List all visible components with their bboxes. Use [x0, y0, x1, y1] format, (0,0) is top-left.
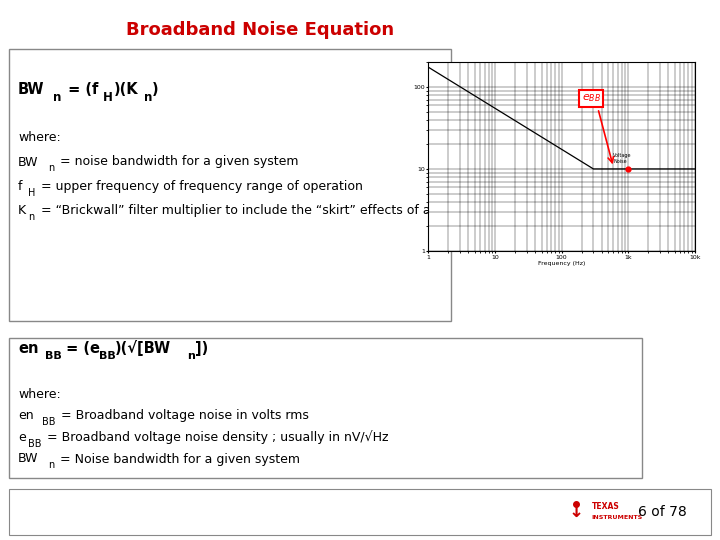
- Text: BB: BB: [28, 439, 42, 449]
- Text: BB: BB: [42, 417, 55, 427]
- Text: = noise bandwidth for a given system: = noise bandwidth for a given system: [56, 156, 299, 168]
- Text: = Broadband voltage noise density ; usually in nV/√Hz: = Broadband voltage noise density ; usua…: [43, 430, 389, 444]
- Text: BW: BW: [18, 453, 38, 465]
- Text: = “Brickwall” filter multiplier to include the “skirt” effects of a low pass fil: = “Brickwall” filter multiplier to inclu…: [37, 204, 521, 217]
- Text: = upper frequency of frequency range of operation: = upper frequency of frequency range of …: [37, 180, 364, 193]
- Text: n: n: [53, 91, 61, 104]
- Text: )(√[BW: )(√[BW: [114, 340, 171, 356]
- Text: )(K: )(K: [114, 82, 138, 97]
- Text: en: en: [18, 409, 34, 422]
- Text: TEXAS: TEXAS: [592, 502, 620, 511]
- Text: = Noise bandwidth for a given system: = Noise bandwidth for a given system: [56, 453, 300, 465]
- Text: n: n: [48, 164, 55, 173]
- Text: 6 of 78: 6 of 78: [638, 505, 687, 519]
- Text: H: H: [28, 188, 35, 198]
- Text: BB: BB: [45, 352, 62, 361]
- Text: $e_{BB}$: $e_{BB}$: [582, 92, 600, 104]
- Text: n: n: [187, 352, 195, 361]
- Text: where:: where:: [18, 131, 60, 144]
- Text: n: n: [48, 461, 55, 470]
- Text: Voltage
Noise: Voltage Noise: [613, 153, 632, 164]
- Text: BB: BB: [99, 352, 115, 361]
- Text: K: K: [18, 204, 26, 217]
- Text: BW: BW: [18, 156, 38, 168]
- Text: Broadband Noise Equation: Broadband Noise Equation: [126, 21, 394, 39]
- Text: where:: where:: [18, 388, 60, 401]
- FancyBboxPatch shape: [9, 489, 711, 535]
- FancyBboxPatch shape: [9, 338, 642, 478]
- Text: BW: BW: [18, 82, 45, 97]
- Text: H: H: [103, 91, 113, 104]
- Text: INSTRUMENTS: INSTRUMENTS: [592, 515, 643, 520]
- Text: = Broadband voltage noise in volts rms: = Broadband voltage noise in volts rms: [57, 409, 309, 422]
- Text: n: n: [28, 212, 35, 222]
- Text: ): ): [152, 82, 158, 97]
- Text: en: en: [18, 341, 38, 356]
- Text: n: n: [144, 91, 153, 104]
- Text: f: f: [18, 180, 22, 193]
- Text: ↓: ↓: [568, 503, 584, 521]
- Text: e: e: [18, 431, 26, 444]
- X-axis label: Frequency (Hz): Frequency (Hz): [538, 261, 585, 266]
- Text: = (f: = (f: [63, 82, 98, 97]
- Text: ]): ]): [195, 341, 208, 356]
- Text: = (e: = (e: [61, 341, 100, 356]
- FancyBboxPatch shape: [9, 49, 451, 321]
